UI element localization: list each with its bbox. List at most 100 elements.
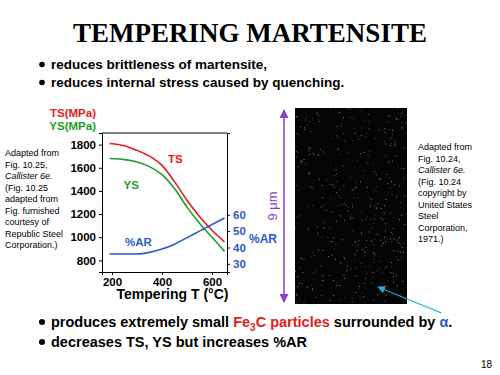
tick: 1000: [70, 231, 102, 243]
speck: [383, 237, 385, 239]
speck: [374, 218, 376, 220]
speck: [394, 141, 396, 143]
speck: [297, 166, 299, 168]
speck: [399, 119, 401, 121]
speck: [344, 258, 346, 260]
caption-line: (Fig. 10.24: [418, 177, 461, 187]
speck: [321, 295, 323, 297]
tick-mark: [227, 215, 230, 216]
speck: [371, 240, 373, 242]
caption-line: Steel: [418, 211, 439, 221]
speck: [350, 117, 352, 119]
speck: [299, 161, 301, 163]
tick-mark: [162, 272, 163, 275]
bullet-dot: [39, 319, 45, 325]
speck: [391, 294, 393, 296]
speck: [318, 250, 320, 252]
speck: [368, 127, 370, 129]
tick-mark: [227, 247, 230, 248]
speck: [373, 299, 375, 301]
speck: [295, 270, 297, 272]
speck: [316, 112, 318, 114]
speck: [401, 214, 403, 216]
speck: [299, 299, 301, 301]
speck: [315, 271, 317, 273]
speck: [352, 203, 354, 205]
speck: [387, 121, 389, 123]
series-label: TS: [168, 153, 183, 165]
speck: [383, 267, 385, 269]
speck: [376, 270, 378, 272]
speck: [392, 233, 394, 235]
speck: [403, 168, 405, 170]
speck: [329, 274, 331, 276]
speck: [354, 132, 356, 134]
speck: [364, 266, 366, 268]
speck: [390, 143, 392, 145]
speck: [324, 221, 326, 223]
speck: [354, 245, 356, 247]
y2-axis-title: %AR: [249, 232, 277, 246]
speck: [374, 205, 376, 207]
speck: [354, 241, 356, 243]
speck: [298, 189, 300, 191]
caption-line: Callister 6e.: [418, 165, 466, 175]
speck: [303, 159, 305, 161]
speck: [336, 284, 338, 286]
speck: [405, 115, 407, 117]
tick-label: 60: [233, 209, 246, 221]
speck: [382, 219, 384, 221]
speck: [363, 296, 365, 298]
speck: [359, 296, 361, 298]
y-axis-title: TS(MPa): [50, 107, 96, 119]
speck: [396, 274, 398, 276]
tick-label: 1600: [70, 162, 96, 174]
speck: [322, 275, 324, 277]
speck: [400, 257, 402, 259]
speck: [386, 294, 388, 296]
caption-line: copyright by: [418, 188, 467, 198]
speck: [313, 179, 315, 181]
speck: [303, 187, 305, 189]
speck: [296, 115, 298, 117]
speck: [355, 267, 357, 269]
speck: [340, 125, 342, 127]
speck: [310, 130, 312, 132]
speck: [323, 204, 325, 206]
speck: [317, 248, 319, 250]
speck: [394, 144, 396, 146]
speck: [304, 126, 306, 128]
speck: [397, 259, 399, 261]
speck: [340, 215, 342, 217]
speck: [361, 219, 363, 221]
x-axis-title: Tempering T (°C): [117, 286, 229, 302]
tick: 1600: [70, 162, 102, 174]
slide: TEMPERING MARTENSITEreduces brittleness …: [0, 0, 500, 375]
speck: [365, 278, 367, 280]
speck: [360, 181, 362, 183]
speck: [297, 152, 299, 154]
slide-title: TEMPERING MARTENSITE: [73, 18, 427, 48]
speck: [369, 265, 371, 267]
speck: [393, 272, 395, 274]
speck: [367, 155, 369, 157]
caption-line: Fig. furnished: [5, 206, 60, 216]
speck: [355, 183, 357, 185]
speck: [336, 192, 338, 194]
speck: [389, 187, 391, 189]
bullet-text: produces extremely small Fe3C particles …: [51, 314, 452, 333]
speck: [380, 208, 382, 210]
speck: [343, 274, 345, 276]
speck: [373, 252, 375, 254]
speck: [300, 160, 302, 162]
speck: [361, 249, 363, 251]
tick-label: 1800: [70, 139, 96, 151]
speck: [300, 163, 302, 165]
speck: [330, 241, 332, 243]
speck: [366, 191, 368, 193]
speck: [345, 204, 347, 206]
speck: [339, 153, 341, 155]
speck: [393, 275, 395, 277]
speck: [365, 287, 367, 289]
speck: [295, 228, 297, 230]
